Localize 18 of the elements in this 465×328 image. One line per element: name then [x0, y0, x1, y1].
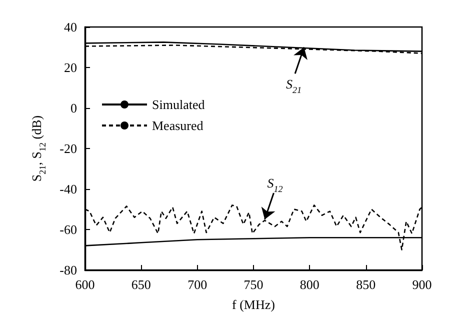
x-tick-label: 800 [300, 277, 320, 292]
legend-label: Simulated [152, 97, 206, 112]
x-tick-label: 900 [412, 277, 432, 292]
y-tick-label: -80 [60, 262, 77, 278]
y-tick-label: 0 [70, 100, 77, 116]
x-tick-label: 600 [75, 277, 95, 292]
y-tick-label: 20 [64, 60, 77, 75]
x-tick-label: 750 [244, 277, 264, 292]
legend-label: Measured [152, 118, 204, 133]
y-tick-label: -60 [60, 222, 77, 237]
x-tick-label: 850 [356, 277, 376, 292]
x-tick-label: 700 [188, 277, 208, 292]
y-axis-title: S21, S12 (dB) [29, 115, 48, 182]
x-tick-label: 650 [131, 277, 151, 292]
y-tick-label: -40 [60, 182, 77, 196]
y-tick-label: 40 [64, 20, 77, 34]
y-tick-label: -20 [60, 141, 77, 156]
x-axis-title: f (MHz) [232, 297, 275, 312]
